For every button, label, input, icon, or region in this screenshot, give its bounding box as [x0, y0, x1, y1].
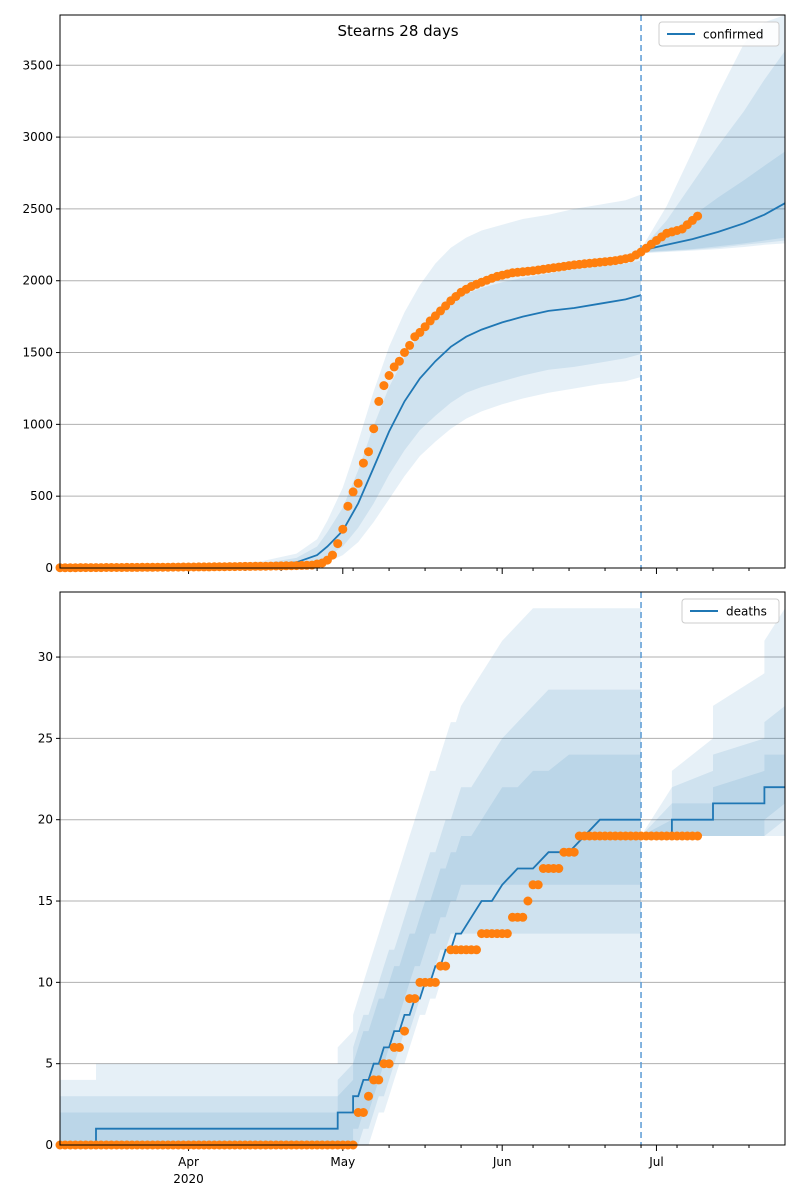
y-tick-label: 10: [38, 975, 53, 989]
observed-point: [518, 912, 528, 922]
observed-point: [415, 327, 425, 337]
axes-frame: [59, 591, 786, 1146]
observed-point: [328, 550, 337, 560]
observed-point: [394, 1042, 404, 1052]
fit-interval-band: [60, 608, 641, 1145]
observed-point: [389, 362, 399, 372]
legend-box: [658, 21, 780, 47]
legend-box: [681, 598, 780, 624]
legend-label: confirmed: [703, 28, 764, 42]
fit-line: [59, 294, 642, 569]
observed-point: [364, 1091, 373, 1101]
fit-interval-band: [60, 689, 641, 1145]
fit-interval-band: [60, 754, 641, 1145]
x-tick-label: Jun: [492, 1155, 512, 1169]
x-tick-label: Apr: [178, 1155, 199, 1169]
observed-point: [400, 1026, 409, 1036]
y-tick-label: 1000: [22, 417, 53, 431]
figure-title: Stearns 28 days: [337, 22, 458, 40]
y-tick-label: 0: [45, 1138, 53, 1152]
forecast-interval-band: [641, 151, 785, 252]
observed-point: [502, 929, 512, 939]
observed-point: [384, 1059, 394, 1069]
fit-interval-band: [60, 194, 641, 568]
observed-point: [533, 880, 543, 890]
observed-point: [554, 864, 564, 873]
y-tick-label: 5: [45, 1057, 53, 1071]
observed-point: [358, 458, 368, 468]
y-tick-label: 500: [30, 489, 53, 503]
y-tick-label: 3500: [22, 58, 53, 72]
x-tick-label: Jul: [648, 1155, 663, 1169]
legend-label: deaths: [726, 605, 767, 619]
y-tick-label: 1500: [22, 346, 53, 360]
observed-point: [369, 424, 379, 434]
observed-point: [374, 1075, 384, 1085]
observed-point: [693, 211, 703, 221]
observed-point: [410, 994, 420, 1004]
observed-point: [338, 524, 348, 534]
deaths-chart: 0 5 10 15 20 25 30 Apr May Jun Jul 2020 deaths: [38, 591, 786, 1186]
forecast-line: [640, 202, 786, 252]
observed-point: [384, 371, 394, 380]
observed-point: [472, 945, 481, 955]
observed-point: [441, 961, 451, 971]
observed-point: [693, 831, 703, 841]
observed-point: [523, 896, 533, 906]
observed-point: [358, 1108, 368, 1117]
observed-point: [405, 340, 415, 350]
y-tick-label: 20: [38, 813, 53, 827]
forecast-interval-band: [641, 50, 785, 253]
observed-point: [348, 487, 358, 497]
observed-point: [374, 396, 384, 406]
observed-point: [343, 501, 353, 511]
y-tick-label: 0: [45, 561, 53, 575]
observed-point: [569, 847, 579, 857]
y-tick-label: 30: [38, 650, 53, 664]
fit-interval-band: [60, 260, 641, 568]
y-tick-label: 25: [38, 731, 53, 745]
observed-point: [430, 977, 440, 987]
y-tick-label: 2500: [22, 202, 53, 216]
observed-point: [353, 478, 363, 488]
forecast-interval-band: [641, 754, 785, 836]
observed-point: [379, 381, 389, 391]
observed-point: [400, 348, 409, 357]
y-tick-label: 3000: [22, 130, 53, 144]
forecast-interval-band: [641, 608, 785, 836]
forecast-interval-band: [641, 15, 785, 254]
y-tick-label: 15: [38, 894, 53, 908]
observed-point: [394, 356, 404, 366]
observed-point: [420, 322, 430, 332]
observed-point: [364, 447, 373, 457]
observed-point: [333, 539, 343, 549]
y-tick-label: 2000: [22, 274, 53, 288]
confirmed-chart: 0 500 1000 1500 2000 2500 3000 3500 confirmed: [22, 14, 786, 575]
x-year-label: 2020: [173, 1172, 204, 1186]
x-tick-label: May: [330, 1155, 355, 1169]
axes-frame: [59, 14, 786, 569]
